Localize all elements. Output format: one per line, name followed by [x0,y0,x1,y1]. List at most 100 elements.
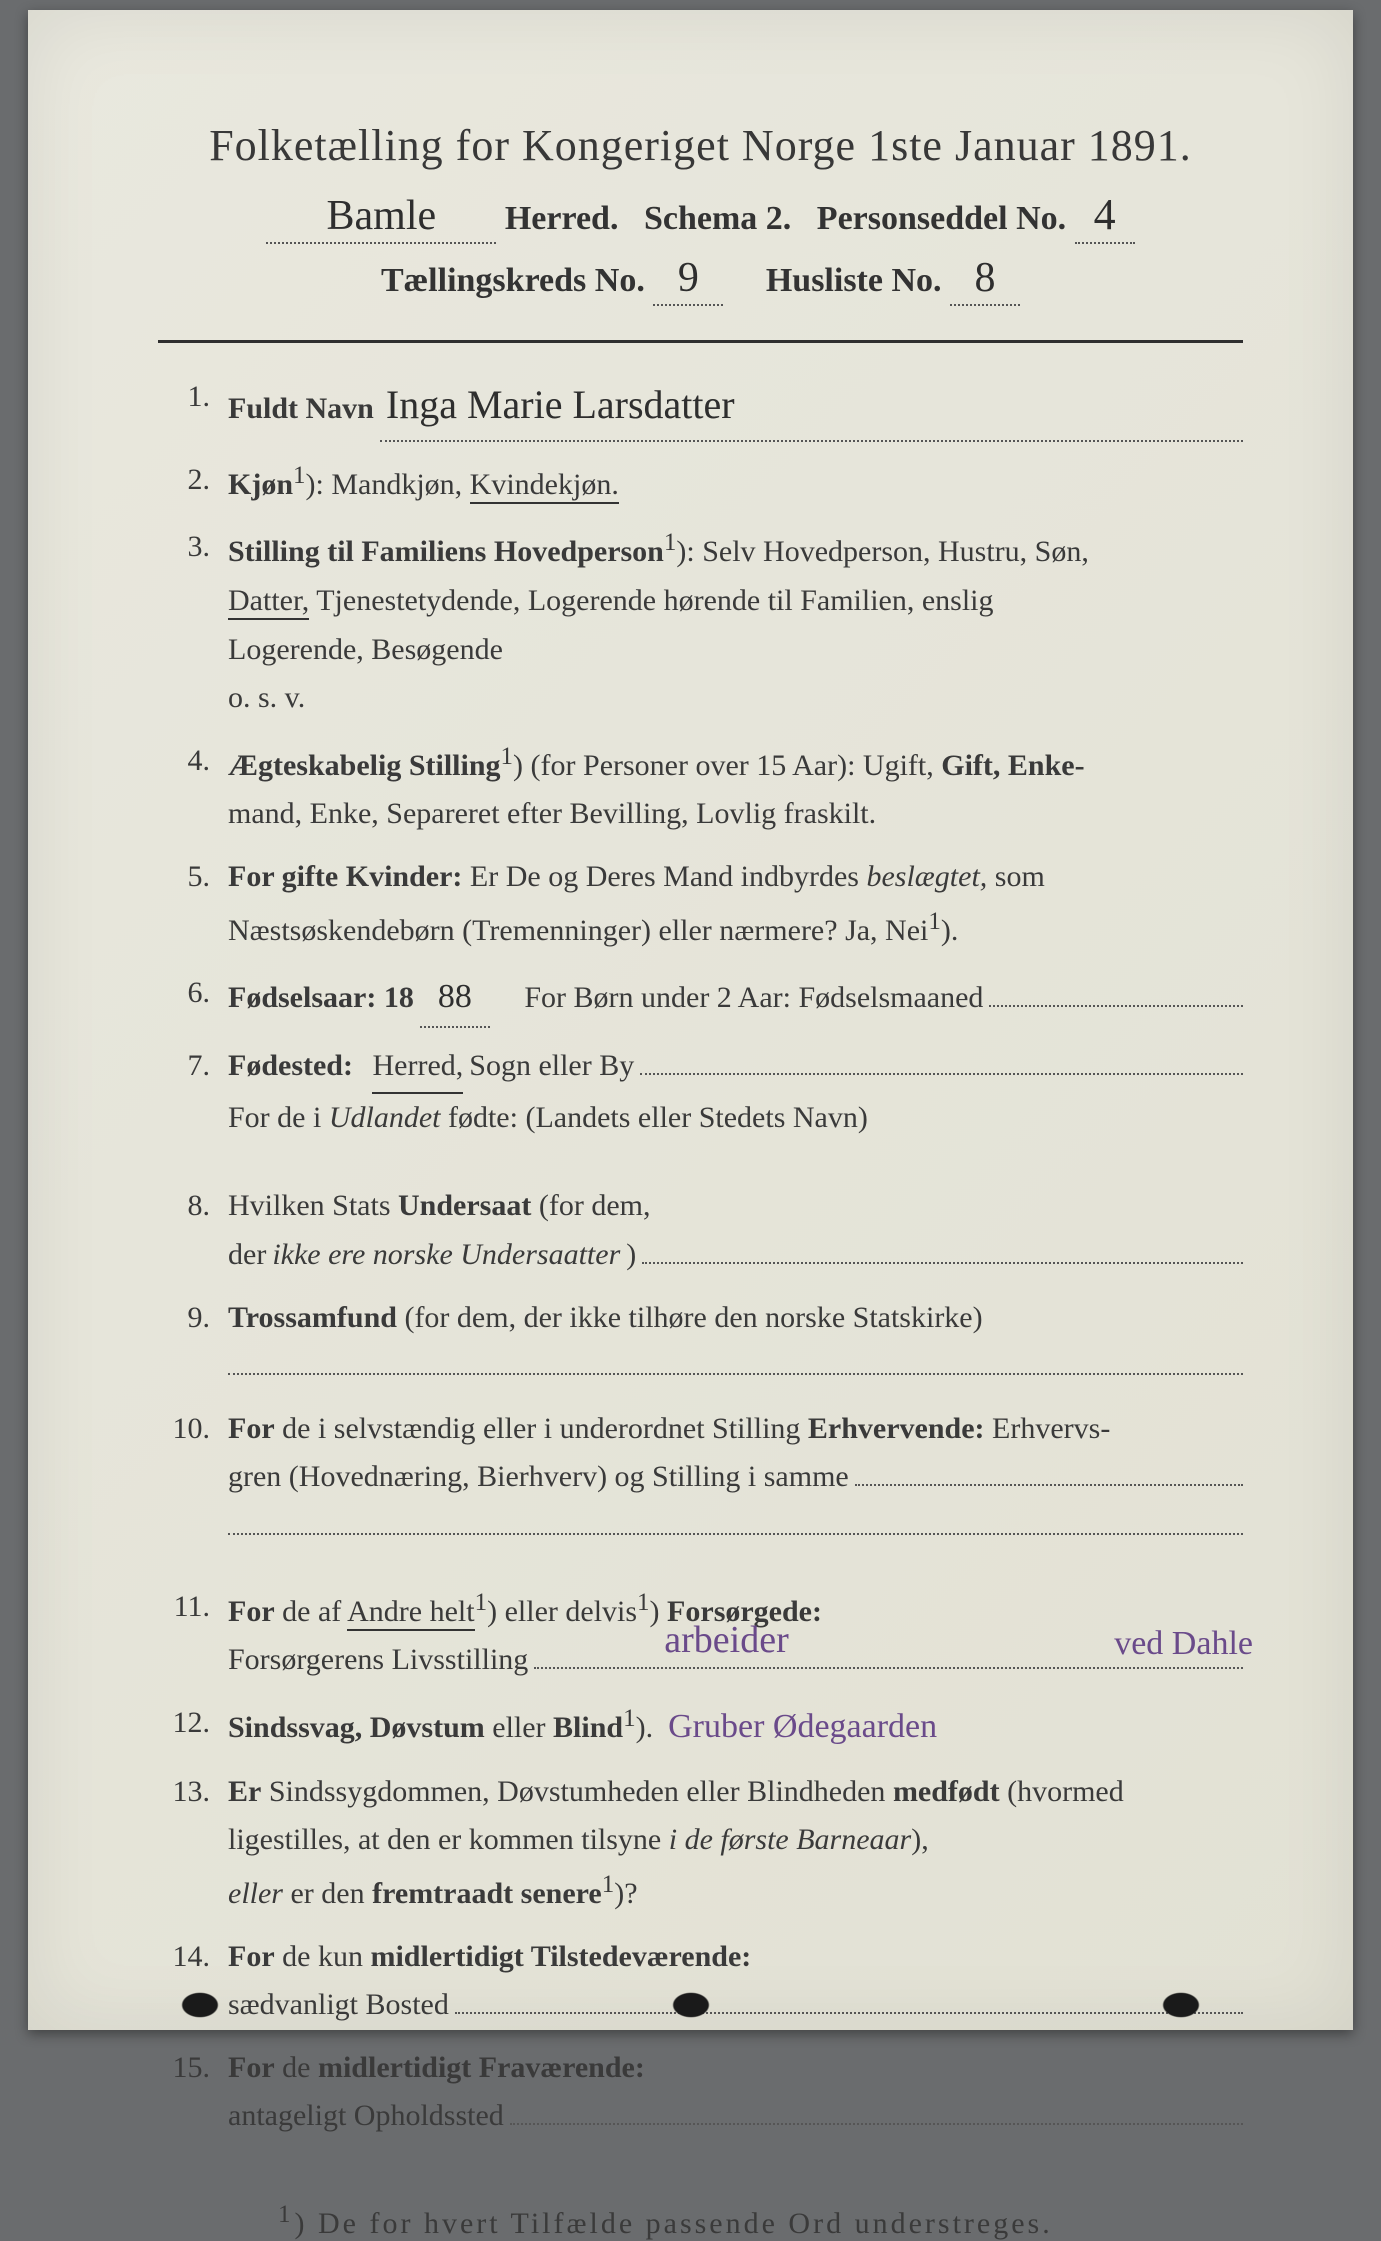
kreds-no: 9 [653,254,723,306]
q6: 6. Fødselsaar: 1888 For Børn under 2 Aar… [158,969,1243,1028]
form-header: Folketælling for Kongeriget Norge 1ste J… [158,120,1243,306]
q8-l1b: (for dem, [531,1189,650,1222]
q8: 8. Hvilken Stats Undersaat (for dem, der… [158,1182,1243,1279]
q15-l1b: de [275,2051,318,2084]
q13-l2a: ligestilles, at den er kommen tilsyne [228,1823,669,1856]
q5-l1c: Er De og Deres Mand indbyrdes [470,860,867,893]
q7: 7. Fødested: Herred, Sogn eller By For d… [158,1042,1243,1142]
q12: 12. Sindssvag, Døvstum eller Blind1). Gr… [158,1699,1243,1754]
q11-l1a: For [228,1595,275,1628]
q11-hw2: ved Dahle [1114,1616,1253,1671]
personseddel-label: Personseddel No. [817,200,1066,237]
q10-l1a: For [228,1412,275,1445]
q5-l1e: som [995,860,1045,893]
q3-selected: Datter, [228,584,309,620]
q8-blank [642,1231,1243,1264]
q9-num: 9. [158,1294,228,1391]
q14-l1a: For [228,1940,275,1973]
q14-l1b: de kun [275,1940,371,1973]
q4-b1: Gift, [941,749,1000,782]
q3-tail1: Selv Hovedperson, Hustru, Søn, [702,535,1089,568]
q7-blank1 [640,1042,1243,1075]
q2-sup: 1 [293,462,306,489]
q13-l3b: er den [283,1877,372,1910]
q2-label: Kjøn [228,468,293,501]
q3-tail3: Logerende, Besøgende [228,633,503,666]
q2-num: 2. [158,456,228,510]
q10-l2: gren (Hovednæring, Bierhverv) og Stillin… [228,1453,849,1502]
q15-l1a: For [228,2051,275,2084]
q4-sup: 1 [501,743,514,770]
q15-blank [510,2092,1243,2125]
q6-year-hw: 88 [420,969,490,1028]
q8-l2b: ikke ere norske Undersaatter [272,1231,620,1280]
q8-l1: Hvilken Stats [228,1189,398,1222]
q12-d: ). [636,1711,654,1744]
q13-l1d: (hvormed [1000,1775,1124,1808]
q5-sup: 1 [928,908,941,935]
q7-sel: Herred, [372,1042,463,1094]
main-title: Folketælling for Kongeriget Norge 1ste J… [158,120,1243,171]
hole-left [178,1990,222,2020]
q15-num: 15. [158,2044,228,2141]
q4-line2: mand, Enke, Separeret efter Bevilling, L… [228,797,876,830]
q12-b: eller [485,1711,553,1744]
header-line-3: Tællingskreds No. 9 Husliste No. 8 [158,254,1243,306]
q12-hw: Gruber Ødegaarden [668,1708,937,1745]
q8-num: 8. [158,1182,228,1279]
q5: 5. For gifte Kvinder: Er De og Deres Man… [158,853,1243,955]
q12-sup: 1 [623,1705,636,1732]
q4-num: 4. [158,737,228,839]
q10-blank2 [228,1502,1243,1535]
q7-c: For de i [228,1101,329,1134]
q13-l3c: fremtraadt senere [372,1877,602,1910]
footnote-sup: 1 [278,2201,295,2228]
q1-num: 1. [158,373,228,442]
personseddel-no: 4 [1075,189,1135,244]
q13-l1a: Er [228,1775,261,1808]
q3-tail2: Tjenestetydende, Logerende hørende til F… [316,584,993,617]
q12-num: 12. [158,1699,228,1754]
q11-l1b: de af [275,1595,347,1628]
q3-lead: Stilling til Familiens Hovedperson [228,535,664,568]
q5-l2a: Næstsøskendebørn (Tremenninger) eller næ… [228,914,928,947]
q12-c: Blind [553,1711,623,1744]
q11: 11. For de af Andre helt1) eller delvis1… [158,1583,1243,1685]
q15: 15. For de midlertidigt Fraværende: anta… [158,2044,1243,2141]
q7-d: Udlandet [329,1101,441,1134]
hole-right [1159,1990,1203,2020]
q3: 3. Stilling til Familiens Hovedperson1):… [158,523,1243,722]
q1-label: Fuldt Navn [228,385,374,434]
q6-a: Fødselsaar: 18 [228,974,414,1023]
q13-sup: 1 [602,1871,615,1898]
q8-l2c: ) [626,1231,636,1280]
q7-a: Fødested: [228,1042,353,1091]
header-line-2: Bamle Herred. Schema 2. Personseddel No.… [158,189,1243,244]
q5-l1a: For [228,860,282,893]
questions-list: 1. Fuldt Navn Inga Marie Larsdatter 2. K… [158,373,1243,2141]
schema-label: Schema 2. [644,200,791,237]
q11-blank: arbeider ved Dahle [534,1636,1243,1669]
q6-b: For Børn under 2 Aar: Fødselsmaaned [524,974,983,1023]
q13-l2c: ), [911,1823,929,1856]
q9: 9. Trossamfund (for dem, der ikke tilhør… [158,1294,1243,1391]
q9-blank [228,1342,1243,1375]
q13-l2b: i de første Barneaar [669,1823,911,1856]
q12-a: Sindssvag, Døvstum [228,1711,485,1744]
q4: 4. Ægteskabelig Stilling1) (for Personer… [158,737,1243,839]
q7-num: 7. [158,1042,228,1142]
q15-l1c: midlertidigt Fraværende: [318,2051,645,2084]
footnote-text: ) De for hvert Tilfælde passende Ord und… [295,2207,1053,2240]
q11-l1d: helt [422,1595,475,1631]
q10-blank1 [855,1453,1243,1486]
q1: 1. Fuldt Navn Inga Marie Larsdatter [158,373,1243,442]
hole-center [669,1990,713,2020]
q5-l1b: gifte Kvinder: [282,860,463,893]
q10-num: 10. [158,1405,228,1551]
q13: 13. Er Sindssygdommen, Døvstumheden elle… [158,1768,1243,1919]
q11-l1e: eller delvis [497,1595,637,1628]
q9-b: (for dem, der ikke tilhøre den norske St… [397,1301,983,1334]
q8-b: Undersaat [398,1189,531,1222]
q3-sup: 1 [664,529,677,556]
q7-b: Sogn eller By [469,1042,634,1091]
